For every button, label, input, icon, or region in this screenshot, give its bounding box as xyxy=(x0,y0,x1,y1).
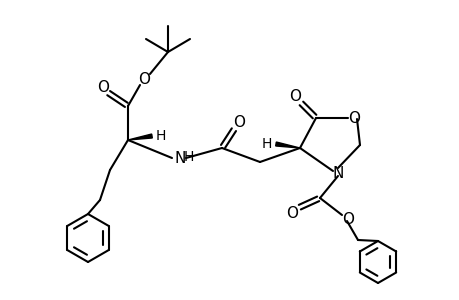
Text: H: H xyxy=(184,150,194,164)
Text: O: O xyxy=(97,80,109,94)
Polygon shape xyxy=(275,142,299,148)
Text: O: O xyxy=(341,212,353,227)
Text: H: H xyxy=(261,137,272,151)
Text: O: O xyxy=(233,115,245,130)
Text: O: O xyxy=(285,206,297,220)
Text: O: O xyxy=(347,110,359,125)
Polygon shape xyxy=(128,134,152,140)
Text: H: H xyxy=(156,129,166,143)
Text: N: N xyxy=(331,166,343,181)
Text: N: N xyxy=(174,151,185,166)
Text: O: O xyxy=(138,71,150,86)
Text: O: O xyxy=(288,88,300,104)
